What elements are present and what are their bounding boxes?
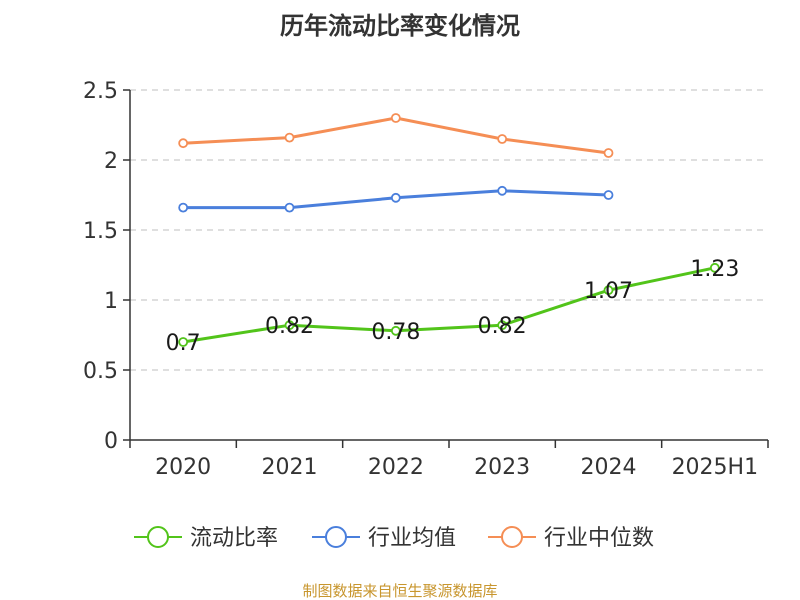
legend-item[interactable]: 行业均值 [312, 526, 456, 551]
legend-label: 流动比率 [190, 526, 278, 551]
legend-marker [501, 526, 523, 548]
series-line-2 [183, 116, 609, 155]
y-tick-label: 2.5 [83, 79, 118, 104]
data-point [178, 202, 189, 213]
grid-lines [130, 89, 768, 371]
data-labels: 0.7 0.82 0.78 0.82 1.07 1.23 [166, 257, 740, 356]
legend-label: 行业中位数 [544, 526, 654, 551]
series-line-0 [182, 266, 716, 344]
data-label: 1.23 [690, 257, 739, 282]
axes: 0 0.5 1 1.5 2 2.5 2020 2021 2022 2023 2024 2025H1 [83, 79, 769, 480]
x-tick-label: 2020 [155, 455, 211, 480]
data-point [284, 202, 295, 213]
data-point [284, 132, 295, 143]
data-point [603, 190, 614, 200]
data-point [709, 262, 720, 273]
data-point [603, 285, 614, 296]
data-point [178, 337, 189, 347]
data-point [390, 325, 401, 336]
source-note: 制图数据来自恒生聚源数据库 [302, 582, 497, 600]
data-label: 0.78 [371, 320, 420, 345]
data-label: 0.82 [265, 314, 314, 339]
y-tick-label: 1 [104, 289, 118, 314]
data-point [284, 320, 295, 331]
data-point [390, 192, 401, 203]
x-tick-label: 2025H1 [672, 455, 759, 480]
data-point [603, 148, 614, 158]
chart-title: 历年流动比率变化情况 [280, 12, 520, 40]
data-label: 1.07 [584, 279, 633, 304]
legend-marker [325, 526, 347, 548]
x-tick-label: 2021 [262, 455, 318, 480]
legend-marker [147, 526, 169, 548]
x-tick-label: 2023 [474, 455, 530, 480]
legend-item[interactable]: 行业中位数 [488, 526, 654, 551]
y-tick-label: 2 [104, 149, 118, 174]
data-point [390, 113, 401, 123]
y-tick-label: 0.5 [83, 359, 118, 384]
y-tick-label: 1.5 [83, 219, 118, 244]
data-point [497, 134, 508, 144]
x-tick-label: 2024 [581, 455, 637, 480]
x-tick-label: 2022 [368, 455, 424, 480]
y-tick-label: 0 [104, 429, 118, 454]
series-lines [178, 113, 720, 347]
data-point [497, 185, 508, 196]
data-point [178, 138, 189, 149]
legend-item[interactable]: 流动比率 [134, 526, 278, 551]
data-label: 0.82 [478, 314, 527, 339]
legend[interactable]: 流动比率 行业均值 行业中位数 [134, 526, 654, 551]
legend-label: 行业均值 [368, 526, 456, 551]
data-label: 0.7 [166, 331, 201, 356]
data-point [497, 320, 508, 331]
